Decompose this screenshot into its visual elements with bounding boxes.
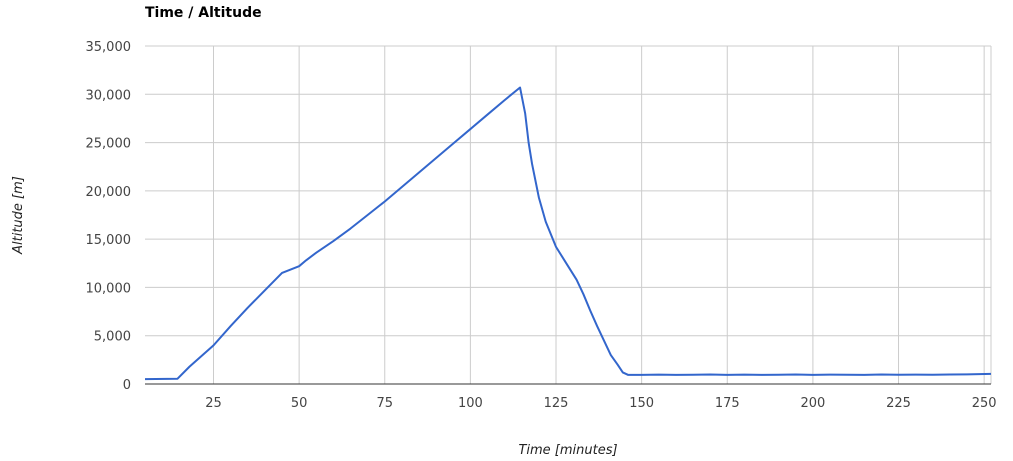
- tick-labels: 0 5,000 10,000 15,000 20,000 25,000 30,000 35,0…: [86, 40, 997, 411]
- x-axis-title: Time [minutes]: [518, 443, 617, 458]
- x-tick-label: 125: [544, 396, 569, 411]
- y-tick-label: 0: [123, 378, 131, 393]
- chart-title: Time / Altitude: [145, 5, 262, 21]
- y-axis-title: Altitude [m]: [11, 176, 26, 255]
- y-tick-label: 20,000: [86, 185, 132, 200]
- y-tick-label: 15,000: [86, 233, 132, 248]
- x-tick-label: 175: [715, 396, 740, 411]
- x-tick-label: 225: [886, 396, 911, 411]
- series-line: [144, 86, 992, 381]
- x-tick-label: 25: [205, 396, 222, 411]
- gridlines: [145, 45, 992, 384]
- x-tick-label: 250: [972, 396, 997, 411]
- y-tick-label: 5,000: [94, 330, 131, 345]
- y-tick-label: 10,000: [86, 281, 132, 296]
- x-tick-label: 50: [291, 396, 308, 411]
- x-tick-label: 75: [376, 396, 393, 411]
- series: [144, 86, 992, 381]
- y-tick-label: 35,000: [86, 40, 132, 55]
- y-tick-label: 30,000: [86, 88, 132, 103]
- y-tick-label: 25,000: [86, 137, 132, 152]
- x-tick-label: 200: [800, 396, 825, 411]
- x-tick-label: 100: [458, 396, 483, 411]
- x-tick-label: 150: [629, 396, 654, 411]
